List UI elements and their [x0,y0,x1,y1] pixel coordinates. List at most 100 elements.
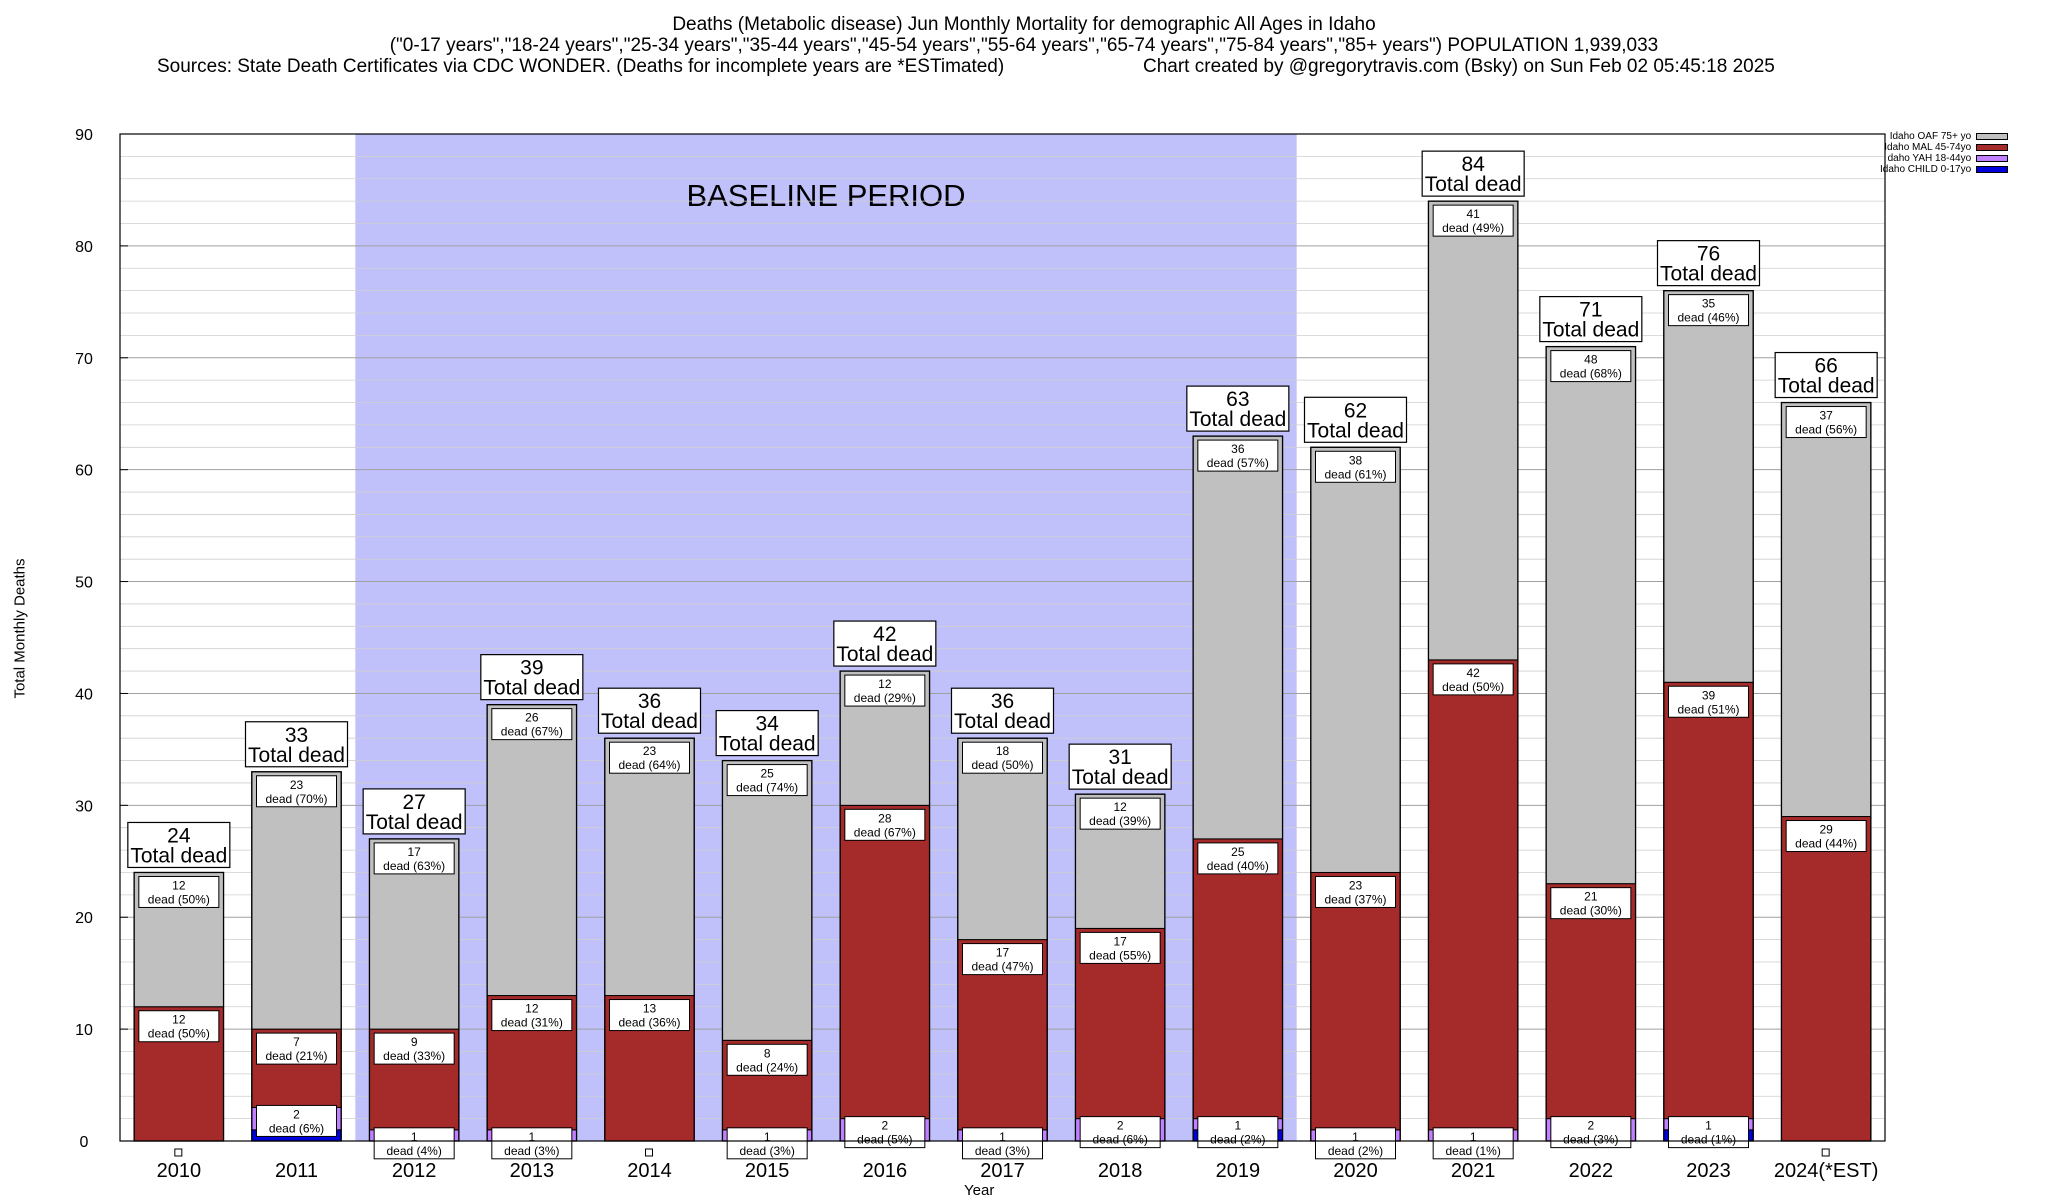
x-tick-label: 2020 [1333,1160,1378,1182]
y-tick-label: 80 [75,239,93,256]
data-label-count-yah: 1 [999,1130,1006,1144]
bar-segment-oaf [1427,200,1519,661]
data-label-count-yah: 1 [1470,1130,1477,1144]
x-tick-label: 2024(*EST) [1774,1160,1879,1182]
data-label-box-oaf [1550,350,1632,383]
data-label-count-mal: 42 [1466,666,1480,680]
data-label-box-yah [1079,1116,1161,1149]
legend-swatch [1976,155,2009,162]
data-label-pct-yah: dead (2%) [1210,1133,1265,1147]
data-label-pct-yah: dead (5%) [857,1133,912,1147]
total-label-box [127,821,231,869]
data-label-count-oaf: 37 [1819,409,1833,423]
data-label-box-oaf [491,708,573,741]
data-label-pct-oaf: dead (49%) [1442,221,1504,235]
total-label-text: Total dead [1307,419,1404,442]
y-axis-label: Total Monthly Deaths [11,558,29,699]
total-label-count: 71 [1579,299,1602,322]
total-label-count: 62 [1344,399,1367,422]
data-label-count-mal: 29 [1819,823,1833,837]
data-label-pct-yah: dead (3%) [739,1144,794,1158]
data-label-count-mal: 39 [1702,688,1716,702]
data-label-pct-oaf: dead (64%) [618,758,680,772]
legend-entry-child: Idaho CHILD 0-17yo [1880,164,2009,175]
data-label-pct-yah: dead (1%) [1681,1133,1736,1147]
data-label-pct-oaf: dead (39%) [1089,814,1151,828]
total-label-count: 42 [873,623,896,646]
data-label-box-mal [962,943,1043,976]
bar-segment-oaf [251,771,342,1030]
total-label-text: Total dead [483,677,580,700]
bar-segment-mal [1427,659,1519,1131]
data-label-pct-yah: dead (6%) [269,1121,324,1135]
data-label-box-yah [962,1127,1043,1160]
data-label-count-mal: 28 [878,811,892,825]
data-label-box-yah [1668,1116,1749,1149]
data-label-count-oaf: 12 [172,878,186,892]
bar-segment-mal [1310,871,1401,1131]
data-label-pct-yah: dead (3%) [504,1144,559,1158]
bar-segment-mal [839,804,931,1120]
data-label-pct-yah: dead (4%) [386,1144,441,1158]
legend-swatch [1976,144,2009,151]
total-label-box [1186,385,1290,432]
data-label-pct-oaf: dead (61%) [1324,467,1386,481]
data-label-pct-oaf: dead (50%) [971,758,1033,772]
data-label-box-yah [1550,1116,1632,1149]
data-label-box-oaf [256,775,337,808]
bar-segment-oaf [1310,446,1401,873]
data-label-count-mal: 13 [643,1002,657,1016]
chart-subtitle-age-groups: ("0-17 years","18-24 years","25-34 years… [389,35,1659,56]
data-label-count-yah: 2 [881,1119,888,1133]
total-label-box [715,709,819,757]
data-label-count-oaf: 25 [760,767,774,781]
data-label-box-oaf [373,842,455,875]
total-label-box [1539,295,1643,343]
data-label-box-mal [491,999,573,1032]
data-label-pct-yah: dead (2%) [1328,1144,1383,1158]
zero-marker [1821,1148,1830,1157]
data-label-box-oaf [1079,797,1161,830]
data-label-count-mal: 7 [293,1035,300,1049]
data-label-box-oaf [1315,450,1396,483]
total-label-box [833,620,937,667]
x-tick-label: 2021 [1451,1160,1496,1182]
x-tick-label: 2022 [1569,1160,1614,1182]
legend-entry-oaf: Idaho OAF 75+ yo [1880,131,2009,142]
x-tick-label: 2010 [157,1160,202,1182]
total-label-text: Total dead [1660,263,1757,286]
chart-credit: Chart created by @gregorytravis.com (Bsk… [1143,56,1775,77]
data-label-count-oaf: 12 [1113,800,1127,814]
total-label-box [597,687,702,734]
data-label-pct-oaf: dead (46%) [1677,311,1739,325]
data-label-count-oaf: 23 [643,744,657,758]
data-label-count-yah: 1 [1234,1119,1241,1133]
bar-segment-oaf [1663,290,1754,683]
data-label-pct-mal: dead (55%) [1089,948,1151,962]
total-label-count: 27 [402,791,425,814]
data-label-box-mal [1315,875,1396,908]
total-label-count: 33 [285,724,308,747]
data-label-count-yah: 1 [528,1130,535,1144]
total-label-box [950,687,1055,734]
x-tick-label: 2019 [1216,1160,1261,1182]
bar-segment-oaf [1192,435,1284,840]
plot-frame [119,133,1886,1142]
zero-marker [645,1148,653,1157]
bar-segment-mal [1192,838,1284,1120]
zero-marker [174,1148,183,1157]
data-label-box-mal [373,1032,455,1065]
data-label-pct-oaf: dead (70%) [265,792,327,806]
data-label-pct-mal: dead (67%) [854,825,916,839]
data-label-count-mal: 9 [411,1035,418,1049]
data-label-pct-mal: dead (21%) [265,1049,327,1063]
data-label-count-oaf: 41 [1466,207,1480,221]
legend-label: daho YAH 18-44yo [1887,153,1972,164]
total-label-count: 66 [1814,355,1837,378]
data-label-count-oaf: 38 [1349,453,1363,467]
data-label-pct-oaf: dead (67%) [501,725,563,739]
data-label-count-oaf: 36 [1231,442,1245,456]
data-label-box-yah [726,1127,808,1160]
data-label-count-yah: 1 [411,1130,418,1144]
total-label-text: Total dead [1542,319,1639,342]
